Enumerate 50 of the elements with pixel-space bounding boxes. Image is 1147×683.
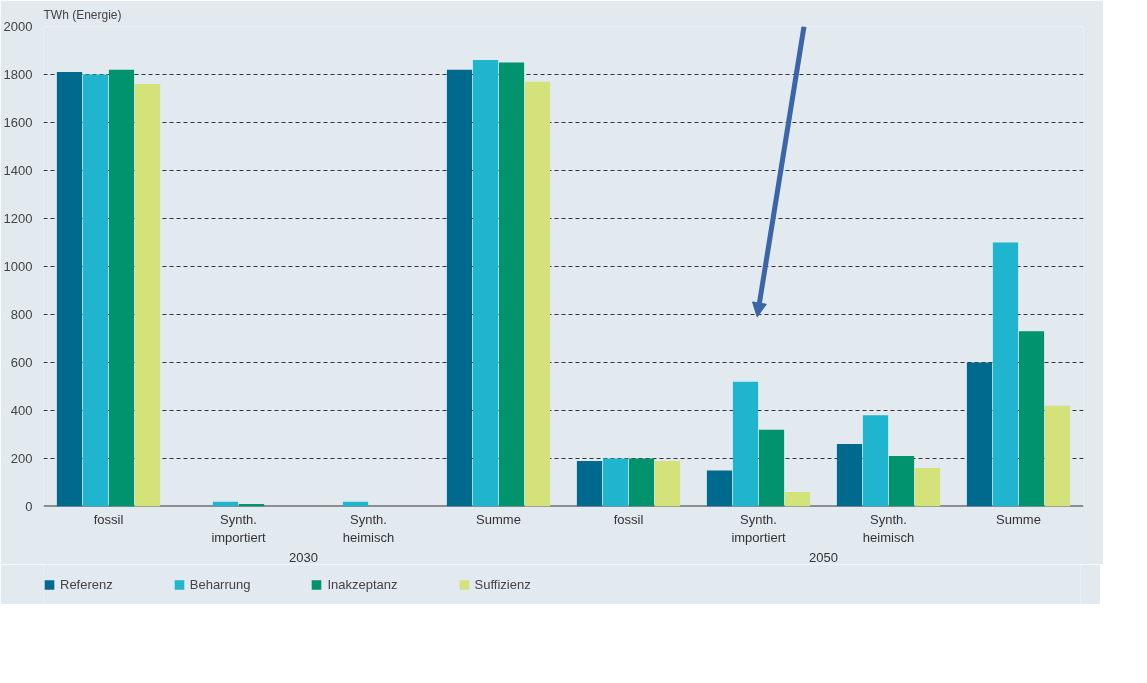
bar xyxy=(1018,331,1045,507)
bar xyxy=(446,69,473,507)
x-tick-label: Synth. importiert xyxy=(211,511,266,545)
y-tick-label: 2000 xyxy=(3,19,33,34)
bar xyxy=(914,468,941,507)
x-tick-label: Synth. heimisch xyxy=(342,511,395,545)
bar xyxy=(56,72,83,507)
bar xyxy=(966,362,993,507)
x-tick-label: Synth. heimisch xyxy=(862,511,915,545)
x-tick-label: fossil xyxy=(613,511,644,527)
bar xyxy=(732,381,759,507)
bar xyxy=(706,470,733,507)
bar xyxy=(888,456,915,507)
bar xyxy=(134,84,161,507)
legend-label: Beharrung xyxy=(189,576,251,592)
y-tick-label: 600 xyxy=(10,355,33,370)
bar xyxy=(992,242,1019,507)
bar xyxy=(498,62,525,507)
bar xyxy=(862,415,889,507)
legend-label: Suffizienz xyxy=(474,576,531,592)
y-tick-label: 1200 xyxy=(3,211,33,226)
x-tick-label: Summe xyxy=(476,511,521,527)
bar xyxy=(524,81,551,507)
x-tick-label: Summe xyxy=(996,511,1041,527)
text: 2050 xyxy=(809,549,838,565)
bar xyxy=(576,460,603,507)
x-tick-label: Synth. importiert xyxy=(731,511,786,545)
bar xyxy=(758,429,785,507)
bar xyxy=(108,69,135,507)
bar xyxy=(784,492,811,507)
y-tick-label: 1600 xyxy=(3,115,33,130)
y-tick-label: 1800 xyxy=(3,67,33,82)
legend-label: Referenz xyxy=(60,576,113,592)
x-tick-label: fossil xyxy=(93,511,124,527)
y-tick-label: 200 xyxy=(10,451,33,466)
y-axis-title: TWh (Energie) xyxy=(43,7,122,22)
legend-label: Inakzeptanz xyxy=(327,576,398,592)
y-tick-label: 400 xyxy=(10,403,33,418)
y-tick-label: 800 xyxy=(10,307,33,322)
bar xyxy=(602,458,629,507)
bar xyxy=(1044,405,1071,507)
bar xyxy=(836,444,863,507)
y-tick-label: 1400 xyxy=(3,163,33,178)
bar xyxy=(654,460,681,507)
bar xyxy=(472,60,499,507)
bar xyxy=(628,458,655,507)
y-tick-label: 0 xyxy=(25,499,33,514)
text: 2030 xyxy=(289,549,318,565)
y-tick-label: 1000 xyxy=(3,259,33,274)
bar xyxy=(82,74,109,507)
